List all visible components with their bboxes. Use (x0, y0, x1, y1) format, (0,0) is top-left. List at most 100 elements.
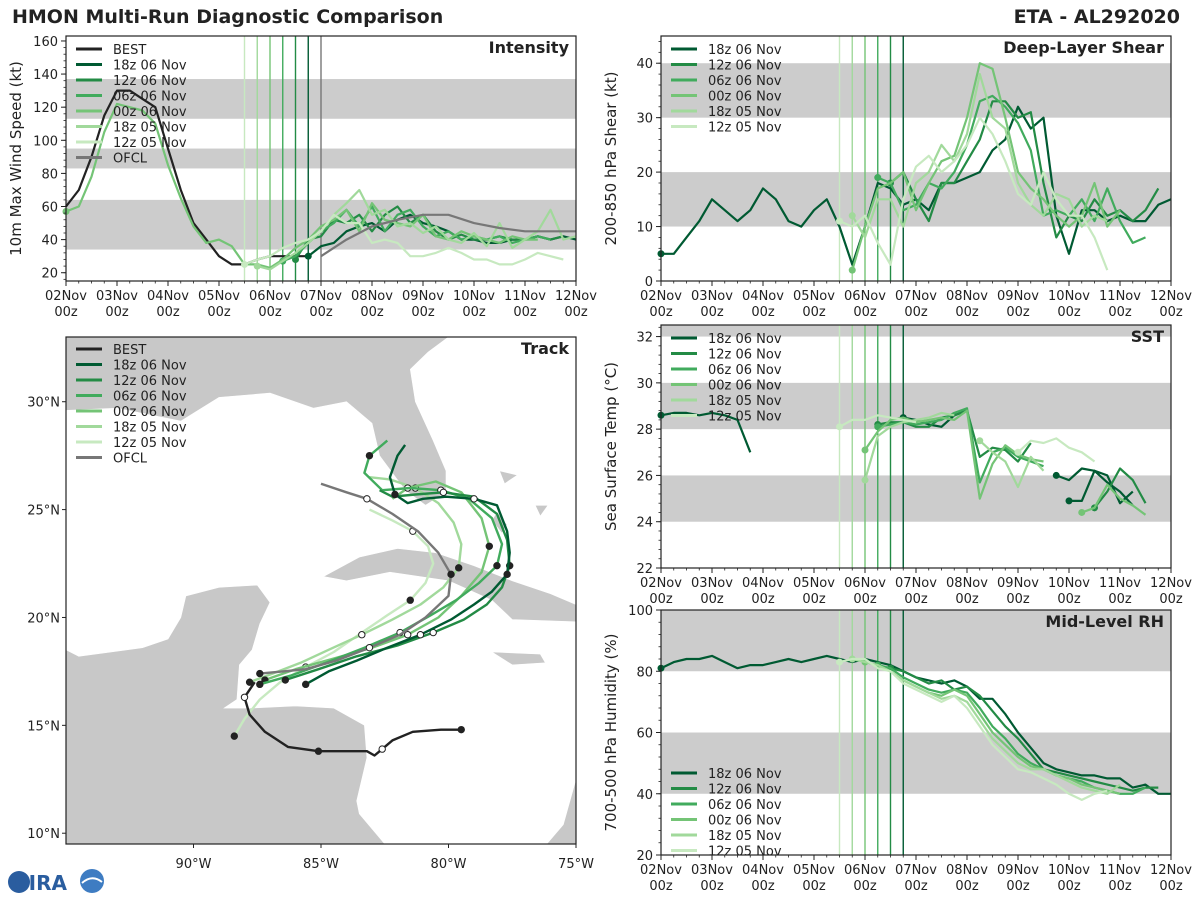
xtick-sublabel: 00z (1159, 879, 1183, 894)
ylabel: 700-500 hPa Humidity (%) (602, 633, 620, 831)
xtick-sublabel: 00z (1159, 305, 1183, 320)
xtick-sublabel: 00z (853, 305, 877, 320)
bahamas-3 (534, 504, 549, 517)
init-point-06z-06-nov (874, 174, 882, 182)
xtick-label: 11Nov (504, 289, 546, 304)
ytick-label: 10 (636, 221, 653, 236)
xtick-label: 02Nov (45, 289, 87, 304)
xtick-label: 07Nov (895, 576, 937, 591)
xtick-sublabel: 00z (751, 592, 775, 607)
track-point (358, 631, 366, 639)
lon-label: 90°W (176, 857, 212, 872)
xtick-label: 05Nov (793, 863, 835, 878)
series-12z-05-nov (244, 213, 564, 266)
xtick-sublabel: 00z (904, 305, 928, 320)
panel-title: Intensity (489, 38, 570, 57)
lat-label: 15°N (27, 719, 60, 734)
xtick-sublabel: 00z (700, 592, 724, 607)
series-00z-06-nov (851, 62, 1121, 271)
ytick-label: 20 (41, 267, 58, 282)
xtick-label: 10Nov (453, 289, 495, 304)
series-18z-05-nov (257, 188, 577, 271)
panel-title: Mid-Level RH (1045, 612, 1164, 631)
xtick-label: 08Nov (946, 289, 988, 304)
series-18z-06-nov (660, 411, 752, 453)
xtick-sublabel: 00z (700, 879, 724, 894)
ytick-label: 30 (636, 377, 653, 392)
cuba (322, 548, 576, 623)
xtick-label: 03Nov (691, 863, 733, 878)
lon-label: 85°W (303, 857, 339, 872)
xtick-sublabel: 00z (1006, 879, 1030, 894)
series-12z-05-nov (839, 657, 1108, 802)
legend-label-00z-06-nov: 00z 06 Nov (708, 379, 782, 394)
band-0 (661, 475, 1171, 522)
xtick-label: 02Nov (640, 863, 682, 878)
legend-label-00z-06-nov: 00z 06 Nov (113, 405, 187, 420)
track-point (240, 693, 249, 701)
track-point (391, 490, 399, 499)
init-point-18z-05-nov (848, 212, 856, 220)
legend-label-00z-06-nov: 00z 06 Nov (708, 90, 782, 105)
track-point (256, 669, 264, 678)
legend-label-18z-05-nov: 18z 05 Nov (113, 421, 187, 436)
ytick-label: 120 (33, 101, 58, 116)
legend-label-18z-06-nov: 18z 06 Nov (113, 359, 187, 374)
legend-label-12z-06-nov: 12z 06 Nov (113, 74, 187, 89)
legend-label-12z-06-nov: 12z 06 Nov (113, 374, 187, 389)
xtick-label: 12Nov (1150, 289, 1192, 304)
ytick-label: 60 (41, 201, 58, 216)
track-point (503, 570, 511, 579)
init-point-18z-06-nov (304, 252, 312, 260)
panel-rh: 2040608010002Nov00z03Nov00z04Nov00z05Nov… (602, 604, 1192, 894)
track-06z-06-nov (259, 439, 504, 686)
xtick-sublabel: 00z (156, 305, 180, 320)
xtick-label: 10Nov (1048, 289, 1090, 304)
xtick-label: 02Nov (640, 576, 682, 591)
panel-title: SST (1131, 327, 1164, 346)
legend-label-12z-06-nov: 12z 06 Nov (708, 348, 782, 363)
track-point (365, 451, 374, 460)
legend-label-06z-06-nov: 06z 06 Nov (708, 798, 782, 813)
legend-label-18z-06-nov: 18z 06 Nov (708, 332, 782, 347)
series-00z-06-nov (65, 102, 538, 269)
legend-label-12z-05-nov: 12z 05 Nov (113, 136, 187, 151)
xtick-label: 08Nov (946, 863, 988, 878)
xtick-label: 09Nov (997, 289, 1039, 304)
legend-label-18z-05-nov: 18z 05 Nov (708, 829, 782, 844)
xtick-label: 04Nov (147, 289, 189, 304)
xtick-label: 07Nov (895, 863, 937, 878)
xtick-label: 09Nov (997, 863, 1039, 878)
series-00z-06-nov (1081, 483, 1147, 516)
xtick-sublabel: 00z (649, 305, 673, 320)
band-1 (661, 63, 1171, 118)
bahamas-1 (499, 470, 519, 485)
xtick-sublabel: 00z (258, 305, 282, 320)
init-point-00z-06-nov (848, 266, 856, 274)
xtick-label: 11Nov (1099, 863, 1141, 878)
track-point (365, 643, 374, 652)
xtick-sublabel: 00z (853, 879, 877, 894)
series-12z-06-nov (889, 100, 1160, 239)
xtick-sublabel: 00z (360, 305, 384, 320)
legend-label-06z-06-nov: 06z 06 Nov (113, 390, 187, 405)
ytick-label: 100 (628, 604, 653, 619)
track-point (493, 561, 501, 570)
xtick-sublabel: 00z (105, 305, 129, 320)
xtick-sublabel: 00z (955, 592, 979, 607)
xtick-label: 06Nov (844, 576, 886, 591)
ylabel: 200-850 hPa Shear (kt) (602, 72, 620, 246)
legend-label-best: BEST (113, 43, 146, 58)
xtick-sublabel: 00z (904, 592, 928, 607)
panel-title: Track (521, 339, 569, 358)
legend-label-12z-06-nov: 12z 06 Nov (708, 59, 782, 74)
track-point (230, 732, 239, 740)
land-map (66, 337, 576, 844)
init-point-18z-06-nov (1065, 497, 1073, 505)
ytick-label: 40 (636, 57, 653, 72)
series-12z-06-nov (1093, 467, 1147, 509)
xtick-label: 08Nov (351, 289, 393, 304)
south-america (511, 778, 576, 844)
